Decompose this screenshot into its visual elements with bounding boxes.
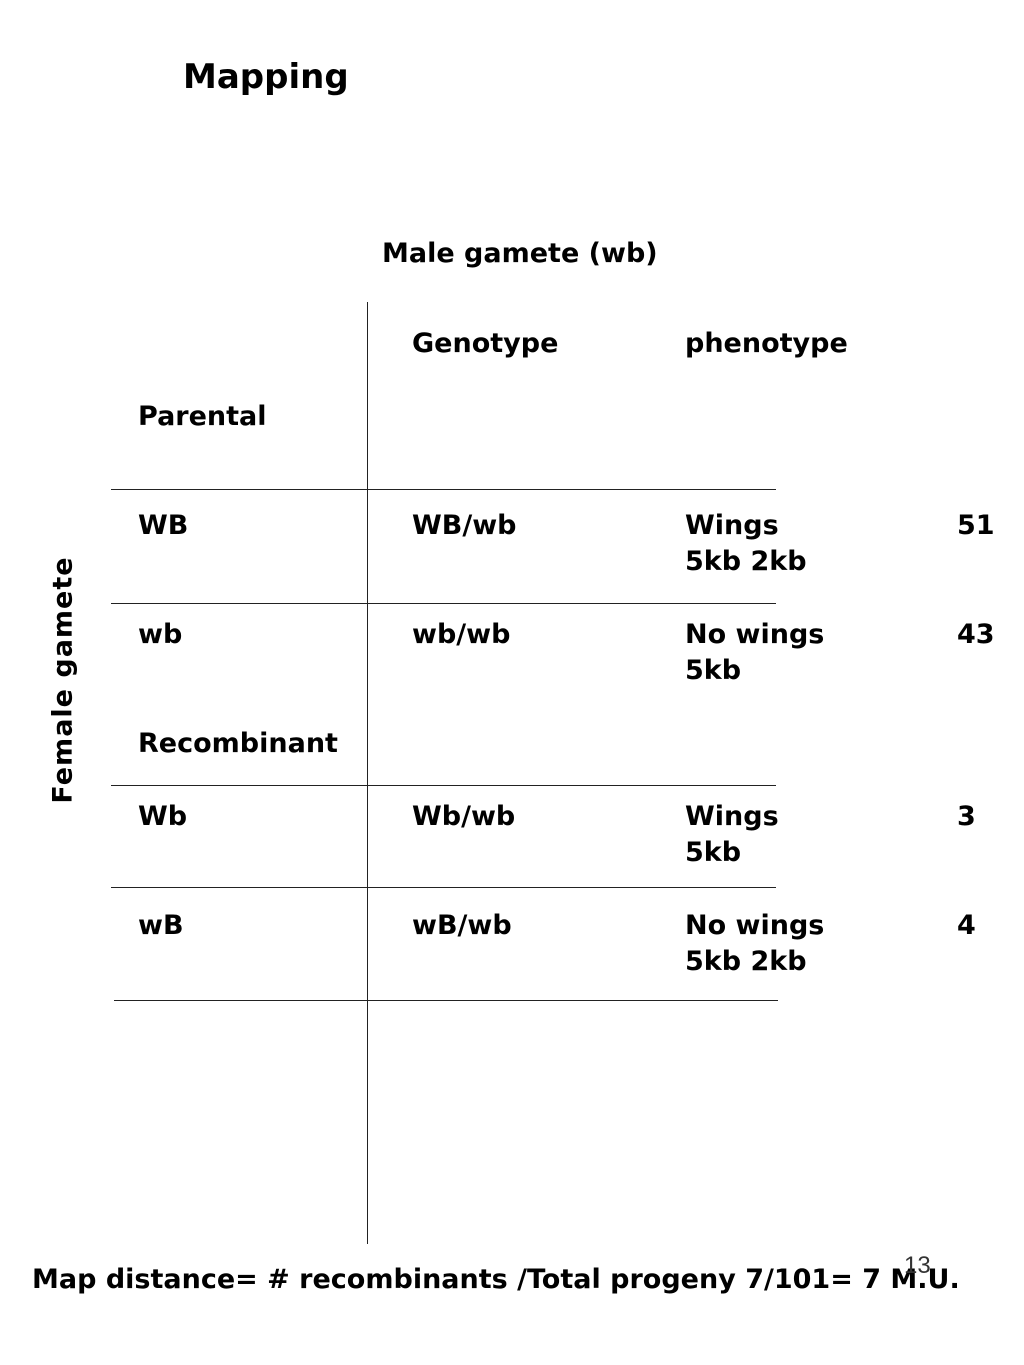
genotype-cell: wB/wb (412, 910, 512, 941)
page-number: 13 (904, 1252, 931, 1279)
count-cell: 43 (957, 619, 995, 650)
gamete-cell: wB (138, 910, 184, 941)
gamete-cell: wb (138, 619, 183, 650)
count-cell: 51 (957, 510, 995, 541)
genotype-cell: Wb/wb (412, 801, 516, 832)
vertical-divider (367, 302, 368, 1244)
genotype-cell: WB/wb (412, 510, 517, 541)
count-cell: 3 (957, 801, 976, 832)
phenotype-cell: Wings (685, 801, 779, 832)
row-title: Female gamete (47, 556, 79, 804)
phenotype-bands-cell: 5kb (685, 837, 742, 868)
group-label-parental: Parental (138, 401, 267, 432)
phenotype-bands-cell: 5kb 2kb (685, 546, 807, 577)
phenotype-cell: No wings (685, 910, 825, 941)
row-divider (111, 887, 776, 888)
row-divider (114, 1000, 778, 1001)
row-divider (111, 489, 776, 490)
phenotype-bands-cell: 5kb 2kb (685, 946, 807, 977)
gamete-cell: WB (138, 510, 189, 541)
header-genotype: Genotype (412, 328, 559, 359)
column-title: Male gamete (wb) (382, 238, 658, 269)
header-phenotype: phenotype (685, 328, 848, 359)
phenotype-bands-cell: 5kb (685, 655, 742, 686)
slide-title: Mapping (183, 57, 349, 97)
map-distance-formula: Map distance= # recombinants /Total prog… (32, 1264, 960, 1295)
gamete-cell: Wb (138, 801, 188, 832)
count-cell: 4 (957, 910, 976, 941)
row-divider (111, 603, 776, 604)
group-label-recombinant: Recombinant (138, 728, 338, 759)
phenotype-cell: No wings (685, 619, 825, 650)
genotype-cell: wb/wb (412, 619, 511, 650)
row-divider (111, 785, 776, 786)
phenotype-cell: Wings (685, 510, 779, 541)
